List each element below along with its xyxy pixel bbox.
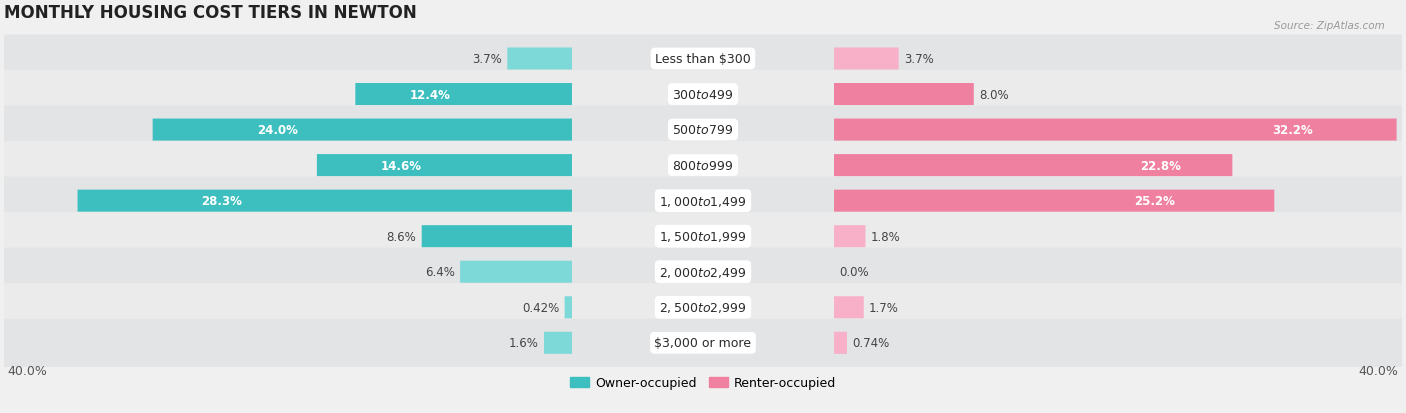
Text: 3.7%: 3.7%	[472, 53, 502, 66]
FancyBboxPatch shape	[316, 155, 572, 177]
FancyBboxPatch shape	[460, 261, 572, 283]
FancyBboxPatch shape	[1, 71, 1405, 119]
Text: 1.7%: 1.7%	[869, 301, 898, 314]
Text: Less than $300: Less than $300	[655, 53, 751, 66]
Text: $300 to $499: $300 to $499	[672, 88, 734, 101]
Text: $800 to $999: $800 to $999	[672, 159, 734, 172]
Text: 0.74%: 0.74%	[852, 337, 890, 349]
FancyBboxPatch shape	[422, 225, 572, 248]
FancyBboxPatch shape	[1, 177, 1405, 225]
FancyBboxPatch shape	[834, 155, 1233, 177]
Text: $2,000 to $2,499: $2,000 to $2,499	[659, 265, 747, 279]
Text: 1.6%: 1.6%	[509, 337, 538, 349]
FancyBboxPatch shape	[834, 84, 974, 106]
FancyBboxPatch shape	[1, 142, 1405, 190]
FancyBboxPatch shape	[1, 106, 1405, 154]
FancyBboxPatch shape	[508, 48, 572, 70]
FancyBboxPatch shape	[77, 190, 572, 212]
Legend: Owner-occupied, Renter-occupied: Owner-occupied, Renter-occupied	[565, 371, 841, 394]
Text: 14.6%: 14.6%	[381, 159, 422, 172]
Text: Source: ZipAtlas.com: Source: ZipAtlas.com	[1274, 21, 1385, 31]
Text: 24.0%: 24.0%	[257, 124, 298, 137]
Text: $3,000 or more: $3,000 or more	[655, 337, 751, 349]
FancyBboxPatch shape	[834, 48, 898, 70]
FancyBboxPatch shape	[1, 36, 1405, 83]
FancyBboxPatch shape	[834, 297, 863, 318]
FancyBboxPatch shape	[834, 119, 1396, 141]
FancyBboxPatch shape	[1, 248, 1405, 296]
Text: 0.42%: 0.42%	[522, 301, 560, 314]
Text: $1,500 to $1,999: $1,500 to $1,999	[659, 230, 747, 244]
Text: 0.0%: 0.0%	[839, 266, 869, 278]
Text: $2,500 to $2,999: $2,500 to $2,999	[659, 301, 747, 315]
FancyBboxPatch shape	[356, 84, 572, 106]
FancyBboxPatch shape	[1, 213, 1405, 261]
FancyBboxPatch shape	[834, 225, 866, 248]
Text: 3.7%: 3.7%	[904, 53, 934, 66]
Text: 32.2%: 32.2%	[1272, 124, 1313, 137]
Text: 6.4%: 6.4%	[425, 266, 456, 278]
Text: 22.8%: 22.8%	[1140, 159, 1181, 172]
Text: 40.0%: 40.0%	[1358, 364, 1399, 377]
FancyBboxPatch shape	[834, 332, 846, 354]
Text: MONTHLY HOUSING COST TIERS IN NEWTON: MONTHLY HOUSING COST TIERS IN NEWTON	[4, 4, 418, 22]
FancyBboxPatch shape	[1, 319, 1405, 367]
Text: 28.3%: 28.3%	[201, 195, 242, 208]
FancyBboxPatch shape	[544, 332, 572, 354]
Text: 12.4%: 12.4%	[409, 88, 450, 101]
Text: 8.0%: 8.0%	[979, 88, 1008, 101]
FancyBboxPatch shape	[565, 297, 572, 318]
Text: $500 to $799: $500 to $799	[672, 124, 734, 137]
Text: $1,000 to $1,499: $1,000 to $1,499	[659, 194, 747, 208]
Text: 25.2%: 25.2%	[1135, 195, 1175, 208]
FancyBboxPatch shape	[153, 119, 572, 141]
Text: 1.8%: 1.8%	[870, 230, 900, 243]
Text: 8.6%: 8.6%	[387, 230, 416, 243]
FancyBboxPatch shape	[1, 283, 1405, 332]
FancyBboxPatch shape	[834, 190, 1274, 212]
Text: 40.0%: 40.0%	[7, 364, 48, 377]
